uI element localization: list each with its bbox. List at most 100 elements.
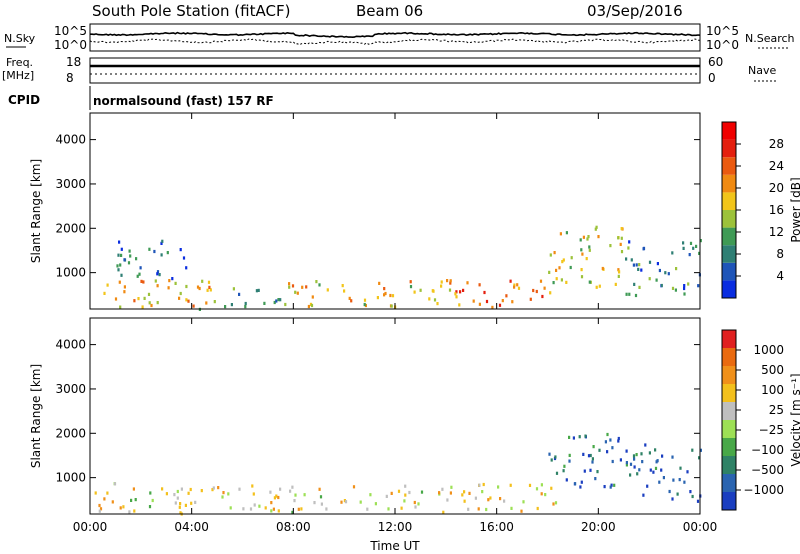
velocity-scatter-cell xyxy=(303,493,306,497)
power-scatter-cell xyxy=(697,284,700,288)
power-scatter-cell xyxy=(419,288,422,292)
power-scatter-cell xyxy=(628,240,631,244)
power-scatter-cell xyxy=(516,283,519,287)
power-colorbar-tick-label: 12 xyxy=(769,225,784,239)
power-scatter-cell xyxy=(642,247,645,251)
velocity-scatter-cell xyxy=(184,503,187,507)
power-scatter-cell xyxy=(683,286,686,291)
velocity-scatter-cell xyxy=(625,463,628,467)
power-scatter-cell xyxy=(138,272,141,276)
velocity-scatter-cell xyxy=(654,448,657,452)
power-scatter-cell xyxy=(178,296,181,300)
power-scatter-cell xyxy=(586,237,589,241)
velocity-scatter-cell xyxy=(130,498,133,502)
velocity-scatter-cell xyxy=(691,494,694,499)
power-scatter-cell xyxy=(232,287,235,291)
velocity-colorbar-segment xyxy=(722,366,736,384)
nave-tick-bottom: 0 xyxy=(708,71,716,85)
velocity-scatter-cell xyxy=(579,485,582,489)
velocity-x-tick-label: 16:00 xyxy=(479,520,514,534)
power-scatter-cell xyxy=(619,242,622,246)
velocity-scatter-cell xyxy=(660,468,663,472)
velocity-colorbar-tick-label: 25 xyxy=(769,403,784,417)
velocity-scatter-cell xyxy=(98,503,101,508)
power-scatter-cell xyxy=(383,287,386,291)
power-scatter-cell xyxy=(555,268,558,272)
nsky-series-line xyxy=(90,31,701,39)
velocity-scatter-cell xyxy=(689,490,692,494)
power-scatter-cell xyxy=(511,300,514,304)
power-scatter-cell xyxy=(156,284,159,288)
velocity-scatter-cell xyxy=(221,495,224,499)
velocity-colorbar-tick-label: 100 xyxy=(761,383,784,397)
velocity-scatter-cell xyxy=(598,448,601,452)
velocity-scatter-cell xyxy=(289,489,292,493)
velocity-scatter-cell xyxy=(485,507,488,512)
velocity-scatter-cell xyxy=(678,478,681,482)
velocity-scatter-cell xyxy=(264,506,267,510)
cpid-value: normalsound (fast) 157 RF xyxy=(93,94,274,108)
velocity-colorbar-tick-label: −500 xyxy=(751,463,784,477)
power-scatter-cell xyxy=(160,253,163,257)
velocity-scatter-cell xyxy=(487,498,490,502)
velocity-scatter-cell xyxy=(568,459,571,463)
power-scatter-cell xyxy=(166,251,169,255)
power-scatter-cell xyxy=(142,280,145,284)
velocity-scatter-cell xyxy=(98,509,101,513)
velocity-scatter-cell xyxy=(582,452,585,456)
velocity-scatter-cell xyxy=(520,509,523,513)
velocity-scatter-cell xyxy=(133,509,136,513)
power-scatter-cell xyxy=(428,297,431,301)
velocity-scatter-cell xyxy=(481,490,484,494)
velocity-scatter-cell xyxy=(320,502,323,506)
x-axis-label: Time UT xyxy=(369,539,420,553)
velocity-scatter-cell xyxy=(671,497,674,501)
power-scatter-cell xyxy=(675,267,678,271)
power-scatter-cell xyxy=(478,302,481,306)
velocity-scatter-cell xyxy=(696,499,700,503)
power-scatter-cell xyxy=(462,288,465,292)
velocity-scatter-cell xyxy=(482,482,485,487)
nave-label: Nave xyxy=(748,64,776,77)
velocity-scatter-cell xyxy=(679,466,682,470)
power-y-axis-label: Slant Range [km] xyxy=(29,159,43,263)
velocity-scatter-cell xyxy=(273,496,276,500)
velocity-y-tick-label: 4000 xyxy=(55,338,86,352)
power-scatter-cell xyxy=(485,299,489,304)
velocity-scatter-cell xyxy=(176,489,179,494)
velocity-scatter-cell xyxy=(178,505,181,509)
power-scatter-cell xyxy=(343,289,346,293)
power-scatter-cell xyxy=(284,302,287,307)
power-scatter-cell xyxy=(128,249,131,253)
velocity-scatter-cell xyxy=(242,507,245,511)
power-scatter-cell xyxy=(120,273,123,277)
power-scatter-cell xyxy=(635,263,638,267)
velocity-scatter-cell xyxy=(258,504,261,508)
velocity-scatter-cell xyxy=(403,499,406,503)
power-scatter-cell xyxy=(683,284,686,288)
velocity-scatter-cell xyxy=(173,493,176,497)
power-scatter-cell xyxy=(350,299,353,303)
nsearch-label: N.Search xyxy=(745,32,795,45)
freq-tick-top: 18 xyxy=(66,55,81,69)
velocity-scatter-cell xyxy=(187,491,190,495)
velocity-scatter-cell xyxy=(148,505,152,509)
power-scatter-cell xyxy=(682,246,685,250)
power-colorbar-segment xyxy=(722,174,736,193)
power-scatter-cell xyxy=(601,266,604,271)
power-scatter-cell xyxy=(140,279,143,283)
plot-title: South Pole Station (fitACF) xyxy=(92,2,290,20)
velocity-scatter-cell xyxy=(633,457,636,461)
velocity-scatter-cell xyxy=(550,458,553,462)
power-scatter-cell xyxy=(620,236,623,240)
velocity-scatter-cell xyxy=(611,459,614,464)
velocity-scatter-cell xyxy=(387,507,390,511)
velocity-scatter-cell xyxy=(194,500,197,504)
power-scatter-cell xyxy=(633,282,636,286)
velocity-scatter-cell xyxy=(174,501,177,505)
power-scatter-cell xyxy=(291,284,295,288)
velocity-scatter-cell xyxy=(404,493,407,497)
power-scatter-cell xyxy=(117,253,120,257)
velocity-scatter-cell xyxy=(390,491,393,495)
velocity-scatter-cell xyxy=(554,455,557,459)
